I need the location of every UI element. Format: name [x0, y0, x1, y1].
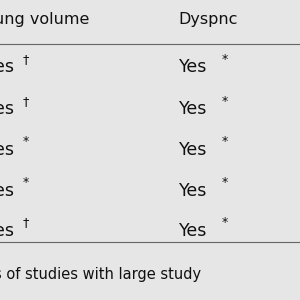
- Text: Yes: Yes: [178, 58, 207, 76]
- Text: *: *: [222, 135, 228, 148]
- Text: Yes: Yes: [178, 182, 207, 200]
- Text: s of studies with large study: s of studies with large study: [0, 267, 201, 282]
- Text: es: es: [0, 100, 14, 118]
- Text: Yes: Yes: [178, 222, 207, 240]
- Text: *: *: [22, 176, 29, 189]
- Text: es: es: [0, 182, 14, 200]
- Text: ung volume: ung volume: [0, 12, 89, 27]
- Text: *: *: [222, 176, 228, 189]
- Text: es: es: [0, 141, 14, 159]
- Text: *: *: [222, 52, 228, 66]
- Text: Yes: Yes: [178, 100, 207, 118]
- Text: es: es: [0, 58, 14, 76]
- Text: *: *: [22, 135, 29, 148]
- Text: †: †: [22, 94, 29, 108]
- Text: †: †: [22, 216, 29, 229]
- Text: †: †: [22, 52, 29, 66]
- Text: *: *: [222, 216, 228, 229]
- Text: es: es: [0, 222, 14, 240]
- Text: Yes: Yes: [178, 141, 207, 159]
- Text: Dyspnc: Dyspnc: [178, 12, 238, 27]
- Text: *: *: [222, 94, 228, 108]
